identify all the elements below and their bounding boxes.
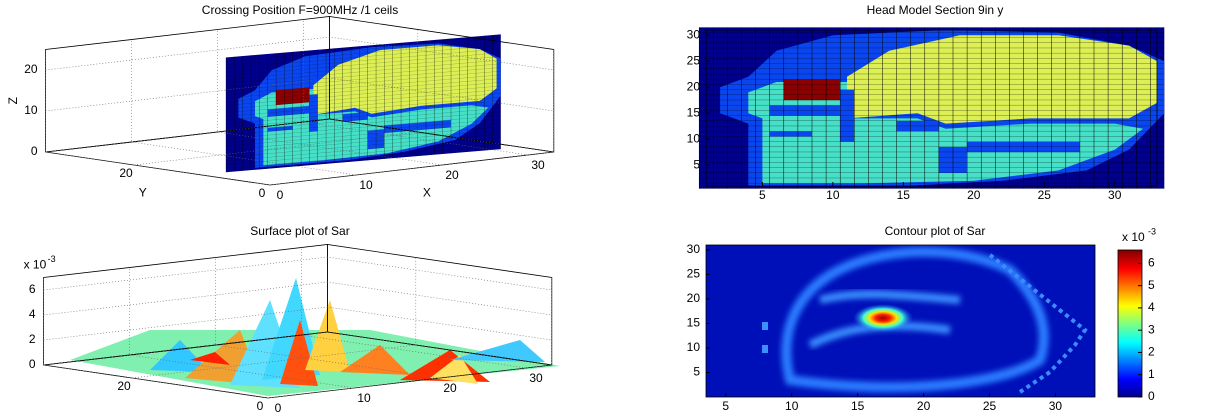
y-tick-label: 30 (687, 27, 701, 41)
grid-line (43, 277, 269, 399)
grid-line (45, 77, 554, 112)
x-tick-label: 10 (357, 391, 371, 405)
z-tick-label: 10 (24, 103, 38, 117)
x-tick-label: 25 (983, 399, 997, 413)
chart-title: Head Model Section 9in y (867, 3, 1004, 17)
z-tick-label: 6 (29, 282, 36, 296)
chart-title: Surface plot of Sar (250, 224, 349, 238)
grid-line (43, 256, 552, 291)
colorbar-tick-label: 0 (1148, 389, 1155, 403)
grid-line (215, 257, 441, 379)
x-tick-label: 30 (1108, 188, 1122, 202)
y-tick-label: 30 (687, 242, 701, 256)
x-tick-label: 0 (277, 188, 284, 202)
colorbar-tick-label: 4 (1148, 300, 1155, 314)
y-tick-label: 20 (117, 379, 131, 393)
y-axis-label: Y (139, 186, 147, 200)
colorbar-tick-label: 1 (1148, 367, 1155, 381)
y-tick-label: 5 (693, 365, 700, 379)
x-tick-label: 20 (443, 381, 457, 395)
heatmap-image (698, 27, 1165, 189)
chart-title: Crossing Position F=900MHz /1 ceils (202, 3, 398, 17)
grid-line (267, 277, 553, 399)
x-tick-label: 5 (722, 399, 729, 413)
colorbar-multiplier: x 10 (1122, 230, 1145, 244)
y-tick-label: 15 (687, 105, 701, 119)
grid-line (129, 267, 355, 389)
grid-line (43, 281, 552, 316)
colorbar-tick-label: 2 (1148, 345, 1155, 359)
grid-line (43, 306, 552, 341)
back-wall (326, 244, 553, 366)
x-tick-label: 20 (445, 168, 459, 182)
x-tick-label: 15 (897, 188, 911, 202)
z-tick-label: 0 (31, 144, 38, 158)
colorbar-tick-label: 6 (1148, 256, 1155, 270)
axis-exponent: -3 (48, 254, 56, 264)
y-tick-label: 10 (687, 340, 701, 354)
z-tick-label: 4 (29, 307, 36, 321)
x-tick-label: 20 (967, 188, 981, 202)
colorbar-tick-label: 3 (1148, 322, 1155, 336)
y-tick-label: 20 (687, 79, 701, 93)
grid-line (45, 118, 554, 153)
colorbar (1117, 249, 1143, 398)
y-tick-label: 0 (257, 399, 264, 413)
x-tick-label: 10 (785, 399, 799, 413)
grid-line (269, 49, 555, 186)
grid-line (217, 29, 443, 166)
colorbar-exponent: -3 (1148, 226, 1156, 236)
z-tick-label: 2 (29, 332, 36, 346)
colorbar-tick-label: 5 (1148, 278, 1155, 292)
x-tick-label: 5 (759, 188, 766, 202)
y-tick-label: 0 (259, 186, 266, 200)
grid-line (303, 19, 529, 156)
z-axis-label: Z (6, 97, 20, 104)
z-tick-label: 0 (29, 357, 36, 371)
x-tick-label: 10 (359, 178, 373, 192)
grid-line (131, 39, 357, 176)
x-tick-label: 30 (1049, 399, 1063, 413)
axis-multiplier: x 10 (24, 258, 47, 272)
y-tick-label: 25 (687, 53, 701, 67)
y-tick-label: 20 (119, 166, 133, 180)
x-tick-label: 25 (1038, 188, 1052, 202)
grid-line (45, 36, 554, 71)
y-tick-label: 15 (687, 316, 701, 330)
chart-title: Contour plot of Sar (885, 224, 986, 238)
y-tick-label: 20 (687, 291, 701, 305)
axes-box (705, 244, 1096, 398)
contour-image (706, 245, 1095, 397)
x-tick-label: 20 (917, 399, 931, 413)
grid-line (43, 331, 552, 366)
x-axis-label: X (423, 186, 431, 200)
z-tick-label: 20 (24, 62, 38, 76)
grid-line (301, 247, 527, 369)
x-tick-label: 0 (275, 401, 282, 413)
y-tick-label: 25 (687, 267, 701, 281)
surface (70, 278, 560, 396)
x-tick-label: 30 (531, 158, 545, 172)
y-tick-label: 5 (693, 157, 700, 171)
x-tick-label: 10 (826, 188, 840, 202)
voxel-plane (225, 34, 501, 173)
axes-box (705, 29, 1158, 187)
x-tick-label: 30 (529, 371, 543, 385)
x-tick-label: 15 (851, 399, 865, 413)
grid-line (45, 49, 271, 186)
y-tick-label: 10 (687, 131, 701, 145)
